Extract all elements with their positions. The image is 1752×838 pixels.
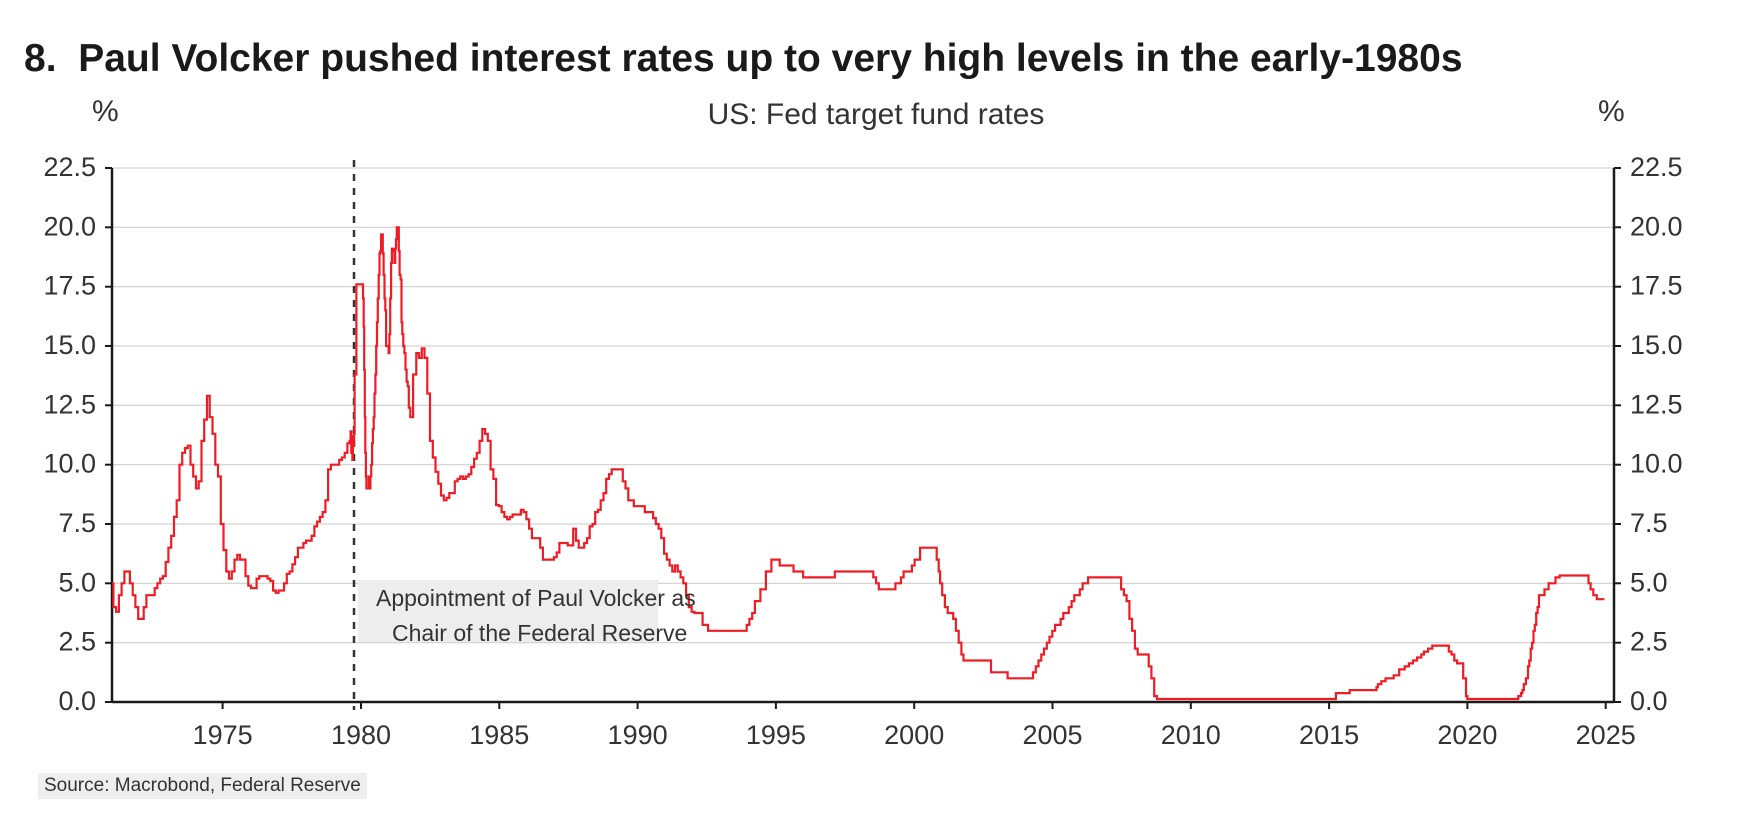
svg-text:1990: 1990 (608, 720, 668, 750)
svg-text:7.5: 7.5 (1630, 508, 1668, 538)
svg-text:7.5: 7.5 (58, 508, 96, 538)
svg-text:1975: 1975 (193, 720, 253, 750)
svg-text:5.0: 5.0 (1630, 567, 1668, 597)
svg-text:2.5: 2.5 (1630, 627, 1668, 657)
svg-text:1985: 1985 (469, 720, 529, 750)
svg-text:Appointment of Paul Volcker as: Appointment of Paul Volcker as (376, 585, 696, 611)
svg-text:15.0: 15.0 (1630, 330, 1683, 360)
svg-text:12.5: 12.5 (1630, 389, 1683, 419)
svg-text:1995: 1995 (746, 720, 806, 750)
svg-text:2010: 2010 (1161, 720, 1221, 750)
svg-text:17.5: 17.5 (1630, 271, 1683, 301)
svg-text:22.5: 22.5 (43, 152, 96, 182)
svg-text:2000: 2000 (884, 720, 944, 750)
svg-text:0.0: 0.0 (1630, 686, 1668, 716)
svg-text:1980: 1980 (331, 720, 391, 750)
svg-text:10.0: 10.0 (43, 449, 96, 479)
svg-text:12.5: 12.5 (43, 389, 96, 419)
svg-text:17.5: 17.5 (43, 271, 96, 301)
svg-text:20.0: 20.0 (43, 211, 96, 241)
svg-text:15.0: 15.0 (43, 330, 96, 360)
svg-text:2025: 2025 (1576, 720, 1636, 750)
svg-text:0.0: 0.0 (58, 686, 96, 716)
svg-text:2.5: 2.5 (58, 627, 96, 657)
svg-text:10.0: 10.0 (1630, 449, 1683, 479)
svg-text:5.0: 5.0 (58, 567, 96, 597)
svg-text:2005: 2005 (1022, 720, 1082, 750)
svg-text:Chair of the Federal Reserve: Chair of the Federal Reserve (392, 620, 687, 646)
svg-text:2015: 2015 (1299, 720, 1359, 750)
svg-text:20.0: 20.0 (1630, 211, 1683, 241)
svg-text:22.5: 22.5 (1630, 152, 1683, 182)
svg-text:2020: 2020 (1437, 720, 1497, 750)
